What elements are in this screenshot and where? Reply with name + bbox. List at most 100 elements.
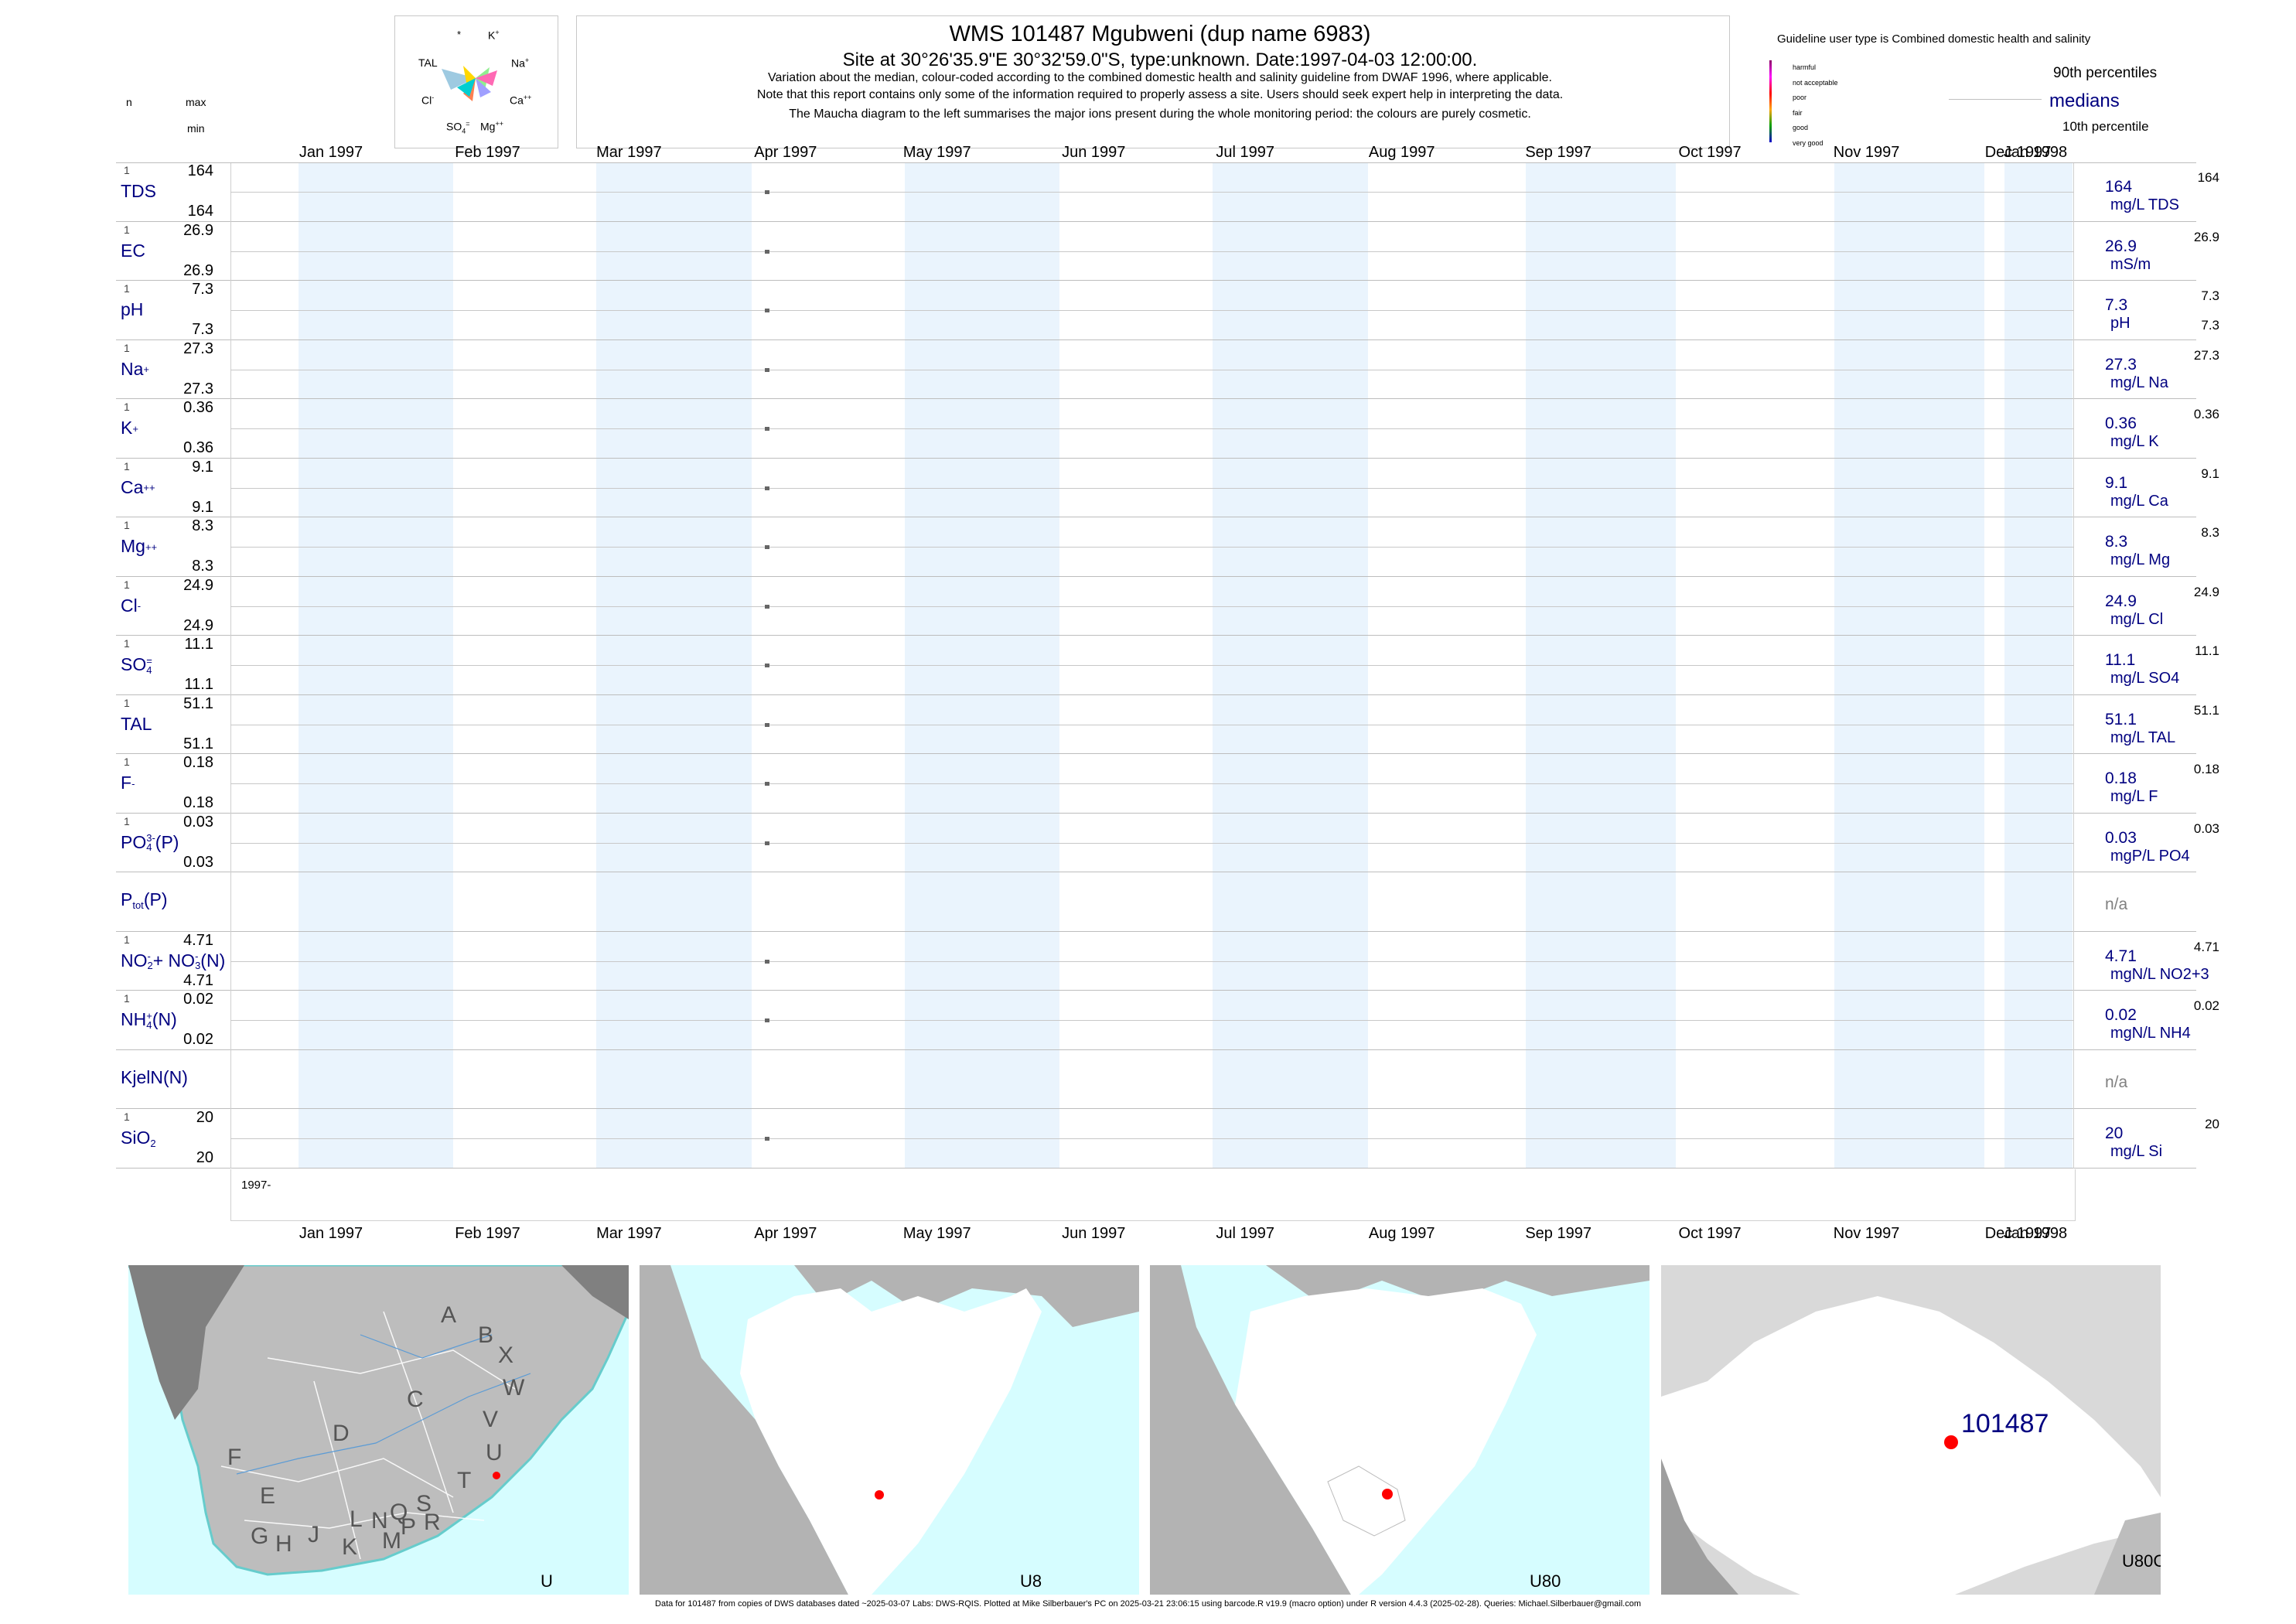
unit-label: mS/m [2110,255,2151,273]
maucha-diagram [442,66,497,101]
row-separator [116,1049,2196,1050]
maucha-na: Na+ [511,56,530,70]
map1-region-v: V [483,1407,499,1432]
map1-region-p: P [401,1514,417,1540]
map1-region-e: E [260,1483,276,1509]
map3-label: U80 [1530,1571,1561,1591]
row-separator [116,753,2196,754]
sample-count: 1 [124,1111,130,1123]
param-name-cl: Cl - [121,595,142,616]
p90-value: 26.9 [2193,229,2219,244]
title-box [576,15,1730,148]
month-tick-label-bottom: Sep 1997 [1525,1225,1592,1242]
row-separator [116,694,2196,695]
param-name-k: K + [121,418,138,438]
month-tick-label-top: Mar 1997 [596,144,662,161]
month-tick-label-bottom: Jan 1998 [2003,1225,2068,1242]
maucha-diagram-box: * K+ TAL Na+ Cl- Ca++ SO4= Mg++ [394,15,558,148]
sample-count: 1 [124,756,130,768]
unit-label: mg/L TDS [2110,196,2179,213]
na-value: n/a [2105,896,2128,913]
param-name-mg: Mg ++ [121,536,158,556]
median-line-sample [1949,99,2042,100]
min-value: 0.36 [183,439,213,456]
map2-label: U8 [1020,1571,1042,1591]
p90-value: 9.1 [2201,466,2219,481]
month-tick-label-top: Aug 1997 [1368,144,1435,161]
maucha-cl: Cl- [421,94,435,107]
month-tick-label-bottom: Nov 1997 [1833,1225,1900,1242]
unit-label: mg/L TAL [2110,728,2176,746]
min-value: 26.9 [183,261,213,279]
param-name-so: SO = 4 [121,654,152,676]
map1-region-m: M [382,1528,401,1554]
param-name-po: PO 3- 4 (P) [121,831,179,854]
unit-label: mgP/L PO4 [2110,847,2190,865]
min-value: 24.9 [183,616,213,634]
p90-value: 4.71 [2193,939,2219,954]
data-point [764,309,769,312]
site-marker-u80 [1382,1489,1393,1499]
row-plot-border [230,1049,2074,1109]
max-value: 24.9 [183,576,213,594]
map1-region-k: K [342,1534,358,1560]
sample-count: 1 [124,814,130,827]
p90-label: 90th percentiles [2053,65,2158,81]
row-separator [116,457,2196,459]
p10-value: 7.3 [2201,318,2219,333]
note-2: Note that this report contains only some… [756,88,1564,101]
month-tick-label-top: May 1997 [902,144,971,161]
median-value: 11.1 [2105,651,2136,669]
unit-label: mg/L Ca [2110,492,2168,510]
data-point [764,664,769,667]
map1-region-b: B [478,1322,494,1348]
row-separator [116,398,2196,399]
max-value: 51.1 [183,694,213,712]
max-value: 4.71 [183,931,213,949]
p90-value: 0.02 [2193,998,2219,1013]
p90-value: 20 [2205,1117,2219,1131]
param-name-ph: pH [121,299,144,319]
data-point [764,841,769,845]
month-tick-label-bottom: Jul 1997 [1216,1225,1274,1242]
row-separator [116,162,2196,163]
month-tick-label-top: Sep 1997 [1525,144,1592,161]
month-tick-label-top: Dec 1997 [1984,144,2052,161]
p90-value: 27.3 [2193,347,2219,363]
median-value: 0.03 [2105,828,2137,847]
map1-region-l: L [350,1506,363,1532]
min-value: 0.02 [183,1031,213,1048]
max-value: 27.3 [183,339,213,357]
sample-count: 1 [124,578,130,591]
row-separator [116,339,2196,340]
map1-region-n: N [371,1508,388,1534]
map-u80-svg [1150,1265,1650,1595]
site-marker-u8 [875,1490,884,1499]
data-point [764,367,769,372]
median-line [230,310,2074,311]
max-value: 11.1 [184,636,213,653]
min-value: 4.71 [183,971,213,989]
maucha-star: * [457,29,462,40]
sample-count: 1 [124,282,130,295]
param-name-ca: Ca ++ [121,476,155,497]
map-u80: U80 [1150,1265,1650,1595]
month-tick-label-top: Jul 1997 [1216,144,1274,161]
sample-count: 1 [124,519,130,531]
max-header: max [186,96,206,108]
median-value: 24.9 [2105,592,2137,610]
n-header: n [126,96,132,108]
month-tick-label-bottom: Aug 1997 [1368,1225,1435,1242]
p90-value: 51.1 [2193,702,2219,718]
min-value: 0.18 [183,794,213,811]
row-separator [116,1167,2196,1169]
unit-label: mg/L Mg [2110,551,2171,568]
legend-item: very good [1793,138,1823,147]
month-tick-label-bottom: Apr 1997 [754,1225,817,1242]
sample-count: 1 [124,933,130,946]
data-point [764,249,769,254]
median-line [230,1138,2074,1139]
map1-region-t: T [457,1468,472,1493]
map-u8-svg [640,1265,1139,1595]
